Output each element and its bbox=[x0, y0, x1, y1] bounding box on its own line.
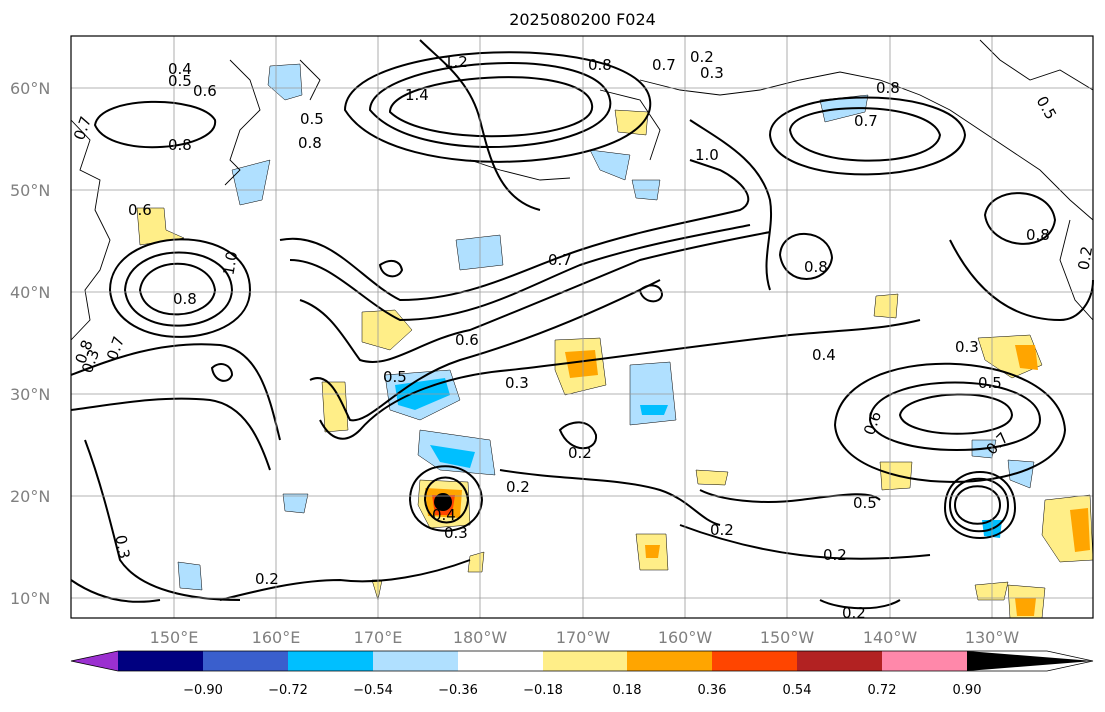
contour-label: 0.5 bbox=[168, 72, 192, 90]
lon-label: 140°W bbox=[863, 628, 918, 647]
lon-label: 130°W bbox=[965, 628, 1020, 647]
colorbar-label: 0.18 bbox=[613, 683, 642, 698]
lon-label: 170°W bbox=[556, 628, 611, 647]
contour-label: 0.6 bbox=[455, 331, 479, 349]
lat-label: 60°N bbox=[10, 79, 50, 98]
contour-label: 0.2 bbox=[1074, 245, 1096, 272]
colorbar-segment bbox=[118, 651, 203, 671]
contour-label: 0.8 bbox=[876, 79, 900, 97]
colorbar-label: −0.18 bbox=[523, 683, 563, 698]
colorbar-segment bbox=[967, 651, 1093, 671]
contour-label: 0.3 bbox=[955, 338, 979, 356]
contour-label: 0.7 bbox=[652, 56, 676, 74]
contour-label: 0.2 bbox=[568, 444, 592, 462]
lat-label: 10°N bbox=[10, 589, 50, 608]
contour-label: 0.8 bbox=[1026, 226, 1050, 244]
lon-label: 170°E bbox=[354, 628, 403, 647]
contour-label: 0.5 bbox=[383, 368, 407, 386]
map-frame bbox=[70, 35, 1094, 619]
contour-label: 0.8 bbox=[298, 134, 322, 152]
lon-label: 160°E bbox=[252, 628, 301, 647]
colorbar-label: 0.72 bbox=[868, 683, 897, 698]
colorbar-segment bbox=[882, 651, 967, 671]
colorbar-segment bbox=[288, 651, 373, 671]
contour-label: 1.2 bbox=[444, 53, 468, 71]
map-background bbox=[71, 36, 1093, 618]
colorbar: −0.90 −0.72 −0.54 −0.36 −0.18 0.18 0.36 … bbox=[70, 650, 1094, 698]
colorbar-segment bbox=[373, 651, 458, 671]
contour-label: 0.3 bbox=[505, 374, 529, 392]
contour-label: 0.8 bbox=[588, 56, 612, 74]
map-title: 2025080200 F024 bbox=[509, 10, 656, 29]
contour-label: 0.8 bbox=[804, 258, 828, 276]
contour-label: 0.5 bbox=[978, 374, 1002, 392]
coastlines bbox=[70, 39, 1094, 341]
contour-label: 1.4 bbox=[405, 86, 429, 104]
contour-label: 0.7 bbox=[854, 112, 878, 130]
colorbar-segment bbox=[627, 651, 712, 671]
contour-label: 0.5 bbox=[300, 110, 324, 128]
contour-label: 0.4 bbox=[168, 60, 192, 78]
colorbar-label: 0.54 bbox=[783, 683, 812, 698]
contour-label: 0.3 bbox=[111, 534, 133, 561]
contour-label: 0.3 bbox=[444, 524, 468, 542]
contour-label: 0.8 bbox=[168, 136, 192, 154]
contour-lines bbox=[70, 39, 1094, 610]
colorbar-segment bbox=[71, 651, 118, 671]
lon-label: 180°W bbox=[453, 628, 508, 647]
lat-label: 30°N bbox=[10, 385, 50, 404]
contour-label: 1.0 bbox=[695, 146, 719, 164]
colorbar-label: −0.90 bbox=[183, 683, 223, 698]
longitude-labels: 150°E 160°E 170°E 180°W 170°W 160°W 150°… bbox=[150, 628, 1020, 647]
lon-label: 160°W bbox=[658, 628, 713, 647]
contour-label: 0.5 bbox=[853, 494, 877, 512]
colorbar-label: −0.72 bbox=[268, 683, 308, 698]
contour-label: 0.2 bbox=[255, 570, 279, 588]
contour-label: 0.4 bbox=[812, 346, 836, 364]
lat-label: 40°N bbox=[10, 283, 50, 302]
contour-label: 0.8 bbox=[173, 290, 197, 308]
colorbar-segment bbox=[543, 651, 627, 671]
lon-label: 150°E bbox=[150, 628, 199, 647]
contour-label-group: 0.4 0.5 0.6 0.7 0.8 1.2 1.4 0.2 0.3 0.8 … bbox=[70, 48, 1096, 622]
lat-label: 50°N bbox=[10, 181, 50, 200]
graticule bbox=[71, 36, 1093, 618]
colorbar-label: −0.54 bbox=[353, 683, 393, 698]
colorbar-label: 0.36 bbox=[698, 683, 727, 698]
contour-label: 0.2 bbox=[690, 48, 714, 66]
colorbar-segment bbox=[712, 651, 797, 671]
lat-label: 20°N bbox=[10, 487, 50, 506]
colorbar-segment bbox=[797, 651, 882, 671]
contour-label: 0.2 bbox=[823, 546, 847, 564]
colorbar-segment bbox=[458, 651, 543, 671]
contour-label: 0.6 bbox=[193, 82, 217, 100]
contour-label: 0.6 bbox=[128, 201, 152, 219]
contour-label: 0.2 bbox=[710, 521, 734, 539]
contour-label: 1.0 bbox=[219, 250, 241, 277]
contour-label: 0.2 bbox=[842, 604, 866, 622]
contour-label: 0.4 bbox=[432, 506, 456, 524]
contour-label: 0.2 bbox=[506, 478, 530, 496]
colorbar-label: −0.36 bbox=[438, 683, 478, 698]
contour-label: 0.7 bbox=[548, 251, 572, 269]
latitude-labels: 60°N 50°N 40°N 30°N 20°N 10°N bbox=[10, 79, 50, 608]
colorbar-segment bbox=[203, 651, 288, 671]
contour-label: 0.3 bbox=[700, 64, 724, 82]
lon-label: 150°W bbox=[760, 628, 815, 647]
colorbar-label: 0.90 bbox=[953, 683, 982, 698]
